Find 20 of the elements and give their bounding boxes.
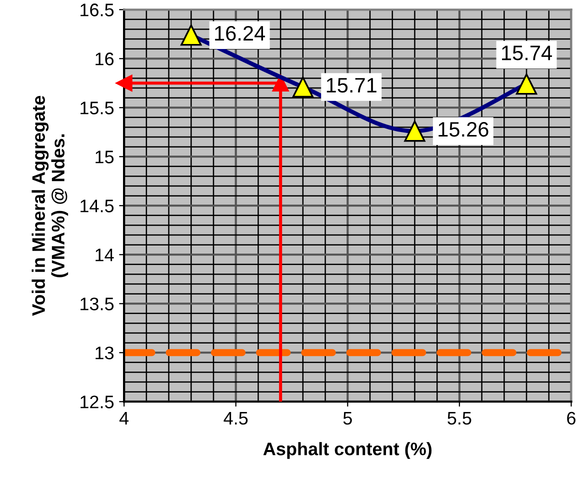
y-tick-label: 13 — [96, 346, 114, 360]
y-tick-label: 16 — [96, 52, 114, 66]
y-tick-label: 13.5 — [80, 298, 114, 310]
data-label: 15.74 — [502, 46, 552, 60]
data-label: 15.71 — [326, 78, 376, 93]
y-tick-label: 12.5 — [80, 396, 114, 408]
y-tick-label: 16.5 — [80, 4, 114, 16]
x-tick-label: 4 — [119, 412, 129, 424]
x-tick-label: 5 — [343, 412, 352, 425]
y-tick-label: 15.5 — [80, 102, 114, 114]
y-tick-label: 15 — [96, 150, 114, 164]
x-axis-title: Asphalt content (%) — [263, 442, 432, 459]
data-label: 16.24 — [215, 26, 266, 41]
x-tick-label: 5.5 — [448, 412, 472, 425]
y-tick-label: 14.5 — [80, 200, 114, 212]
y-axis-title: Void in Mineral Aggregate (VMA%) @ Ndes. — [32, 96, 68, 316]
x-tick-label: 4.5 — [224, 412, 248, 425]
x-tick-label: 6 — [567, 412, 576, 425]
data-label: 15.26 — [438, 122, 488, 137]
y-tick-label: 14 — [96, 248, 114, 262]
